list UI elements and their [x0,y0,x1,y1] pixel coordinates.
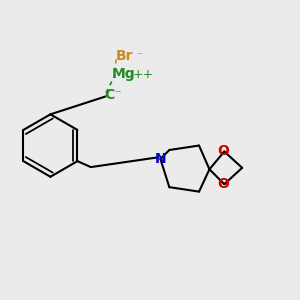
Text: O: O [217,177,229,191]
Text: N: N [154,152,166,166]
Text: ⁻: ⁻ [136,50,143,63]
Text: Mg: Mg [111,67,135,81]
Text: O: O [217,145,229,158]
Text: C: C [104,88,114,102]
Text: ++: ++ [132,68,153,81]
Text: Br: Br [116,50,133,63]
Text: ⁻: ⁻ [114,88,120,101]
